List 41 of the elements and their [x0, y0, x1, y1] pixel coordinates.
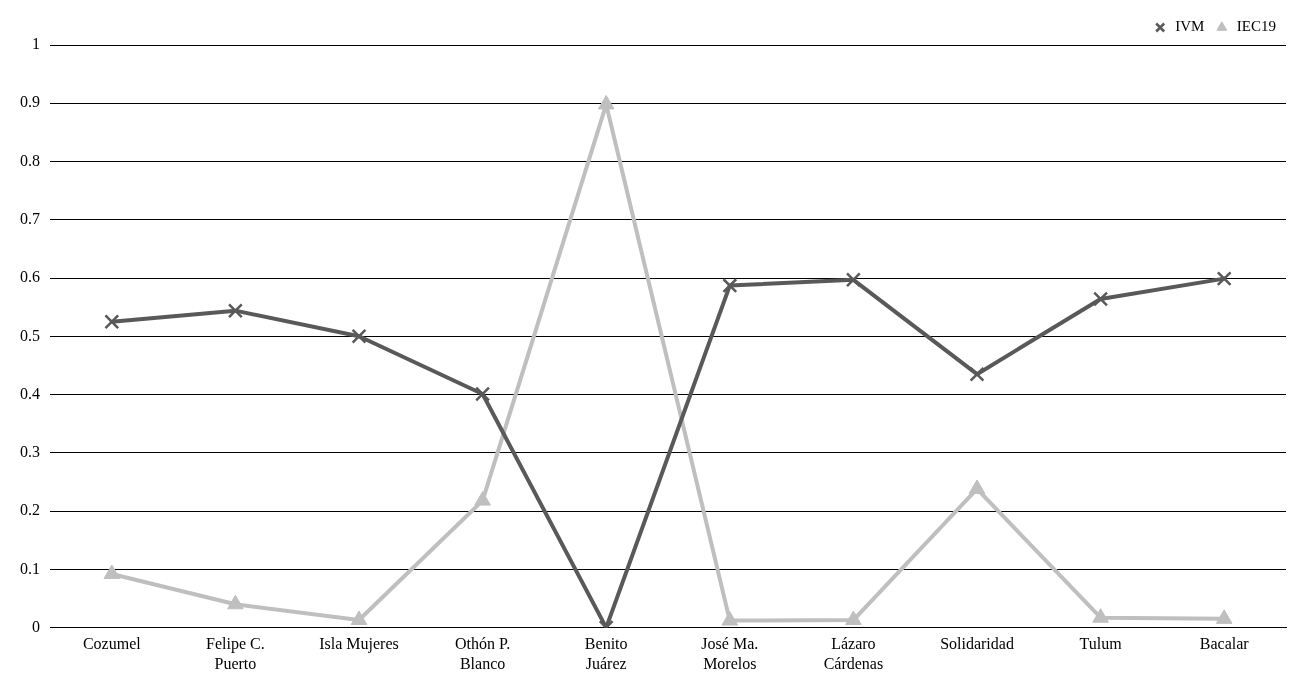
point: [845, 610, 862, 626]
y-tick-label: 0.2: [20, 501, 40, 519]
point: [474, 386, 491, 402]
y-tick-label: 0.4: [20, 384, 40, 402]
point: [350, 610, 368, 626]
point: [968, 479, 986, 494]
y-tick-label: 0.5: [20, 326, 40, 344]
point: [1215, 609, 1233, 624]
point: [351, 328, 367, 344]
point: [1092, 608, 1109, 623]
point: [104, 314, 120, 330]
x-tick-label: Cozumel: [82, 635, 142, 653]
point: [722, 278, 738, 294]
point: [721, 611, 739, 626]
x-tick-label: Solidaridad: [940, 635, 1014, 653]
x-tick-label: Isla Mujeres: [319, 635, 399, 654]
point: [227, 594, 244, 610]
point: [969, 366, 985, 382]
x-tick-label: Benito Juárez: [584, 635, 628, 672]
point: [474, 491, 491, 506]
y-tick-label: 0.6: [20, 268, 40, 286]
legend-label: IEC19: [1236, 18, 1277, 35]
point: [845, 272, 862, 288]
point: [1216, 271, 1232, 287]
x-tick-label: Felipe C. Puerto: [206, 635, 265, 672]
x-tick-label: Tulum: [1079, 635, 1123, 653]
legend-label: IVM: [1175, 18, 1205, 35]
x-tick-label: Othón P. Blanco: [455, 635, 511, 672]
y-tick-label: 0.8: [20, 151, 40, 169]
x-tick-label: Bacalar: [1199, 635, 1250, 653]
y-tick-label: 0: [32, 617, 40, 635]
point: [103, 564, 121, 579]
point: [227, 303, 244, 319]
y-tick-label: 0.1: [20, 559, 40, 577]
y-tick-label: 0.9: [20, 93, 40, 111]
y-tick-label: 0.7: [20, 209, 40, 227]
y-tick-label: 1: [32, 35, 40, 53]
point: [1092, 291, 1109, 307]
y-tick-label: 0.3: [20, 443, 40, 461]
x-tick-label: José Ma. Morelos: [701, 635, 759, 672]
x-tick-label: Lázaro Cárdenas: [823, 635, 884, 672]
